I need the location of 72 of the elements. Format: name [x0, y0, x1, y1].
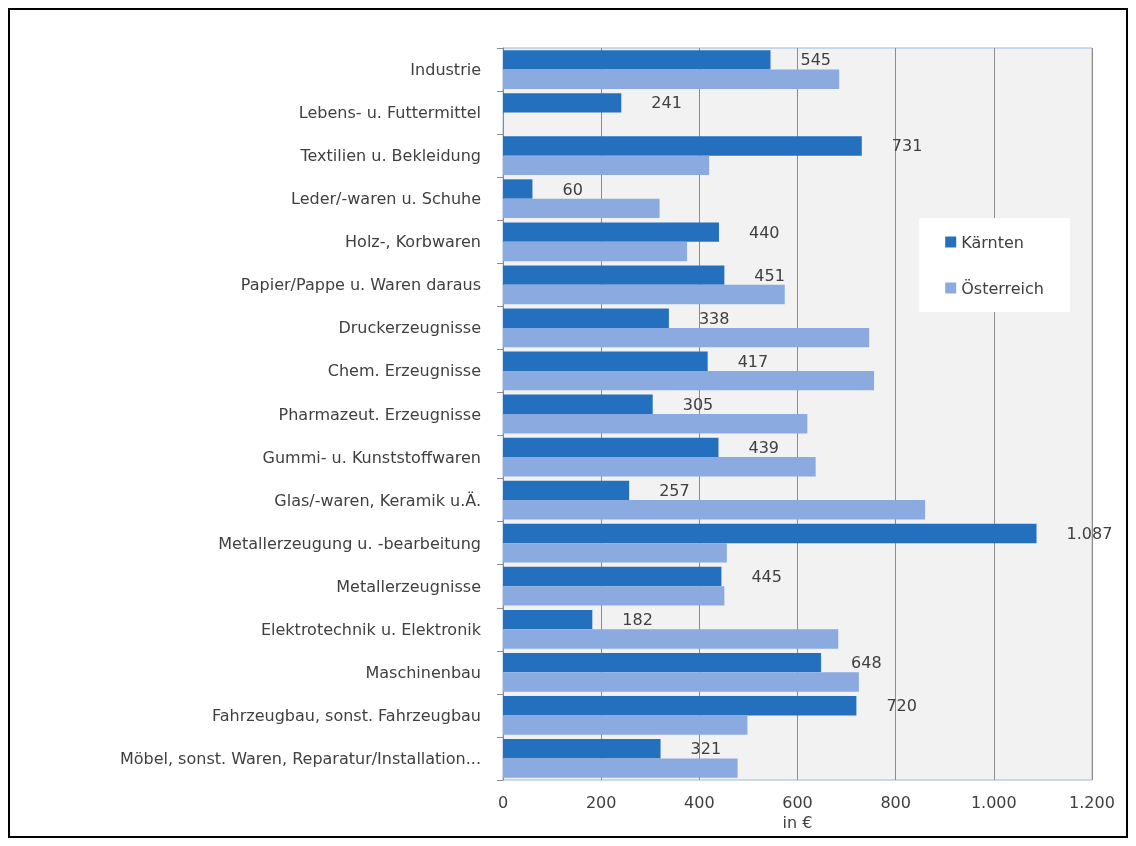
- bar: [503, 50, 771, 70]
- bar: [503, 715, 748, 735]
- y-tick-label: Fahrzeugbau, sonst. Fahrzeugbau: [211, 705, 481, 725]
- bar: [503, 629, 839, 649]
- x-tick-label: 1.200: [1069, 792, 1115, 812]
- bar: [503, 480, 630, 501]
- bar: [503, 394, 653, 414]
- bar: [503, 284, 785, 305]
- bar: [503, 370, 875, 391]
- bar: [503, 457, 816, 477]
- bar: [503, 543, 727, 563]
- y-tick-label: Industrie: [410, 60, 481, 80]
- data-label: 545: [800, 50, 832, 70]
- bar: [503, 69, 840, 89]
- y-tick-label: Papier/Pappe u. Waren daraus: [240, 275, 481, 295]
- x-tick-label: 600: [782, 792, 813, 812]
- data-label: 338: [698, 308, 730, 328]
- y-tick-label: Metallerzeugung u. -bearbeitung: [218, 533, 481, 553]
- bar: [503, 241, 688, 262]
- data-label: 417: [737, 351, 769, 371]
- y-tick-label: Lebens- u. Futtermittel: [298, 103, 481, 123]
- x-tick-label: 200: [585, 792, 617, 812]
- bar: [503, 136, 862, 156]
- bar: [503, 308, 669, 328]
- bar: [503, 179, 533, 199]
- bar: [503, 696, 857, 716]
- y-tick-label: Glas/-waren, Keramik u.Ä.: [274, 490, 481, 510]
- x-tick-label: 800: [880, 792, 911, 812]
- bar: [503, 414, 808, 434]
- bar: [503, 758, 738, 778]
- y-tick-label: Leder/-waren u. Schuhe: [291, 189, 481, 209]
- data-label: 60: [562, 179, 583, 199]
- data-label: 182: [622, 610, 653, 630]
- x-tick-label: 1.000: [970, 792, 1017, 812]
- bar: [503, 672, 859, 692]
- bar: [503, 437, 719, 458]
- data-label: 445: [751, 567, 782, 587]
- bar: [503, 155, 710, 176]
- bar: [503, 222, 719, 242]
- y-tick-label: Metallerzeugnisse: [336, 576, 481, 596]
- data-label: 648: [851, 653, 882, 673]
- bar: [503, 566, 722, 587]
- y-tick-label: Chem. Erzeugnisse: [327, 361, 481, 381]
- bar: [503, 500, 926, 520]
- data-label: 241: [651, 93, 682, 113]
- bar: [503, 198, 660, 219]
- bar: [503, 586, 725, 606]
- y-tick-label: Textilien u. Bekleidung: [299, 146, 481, 166]
- bar: [503, 327, 870, 348]
- legend-label: Österreich: [961, 278, 1044, 298]
- x-tick-label: 0: [497, 792, 509, 812]
- data-label: 439: [748, 437, 780, 457]
- y-tick-label: Gummi- u. Kunststoffwaren: [262, 447, 481, 467]
- data-label: 451: [754, 265, 785, 285]
- bar: [503, 609, 593, 630]
- legend-label: Kärnten: [961, 232, 1024, 252]
- y-tick-label: Holz-, Korbwaren: [345, 232, 481, 252]
- y-tick-label: Elektrotechnik u. Elektronik: [260, 619, 482, 639]
- x-axis-title: in €: [782, 813, 813, 833]
- y-tick-label: Möbel, sonst. Waren, Reparatur/Installation...: [119, 748, 481, 768]
- y-tick-label: Maschinenbau: [365, 662, 481, 682]
- bar: [503, 265, 725, 285]
- bar: [503, 351, 708, 371]
- data-label: 257: [659, 480, 690, 500]
- bar: [503, 739, 661, 759]
- data-label: 440: [748, 222, 780, 242]
- y-tick-label: Pharmazeut. Erzeugnisse: [278, 404, 481, 424]
- bar: [503, 652, 822, 673]
- y-tick-label: Druckerzeugnisse: [338, 318, 481, 338]
- bar: [503, 93, 622, 113]
- x-tick-label: 400: [684, 792, 715, 812]
- bar: [503, 523, 1037, 544]
